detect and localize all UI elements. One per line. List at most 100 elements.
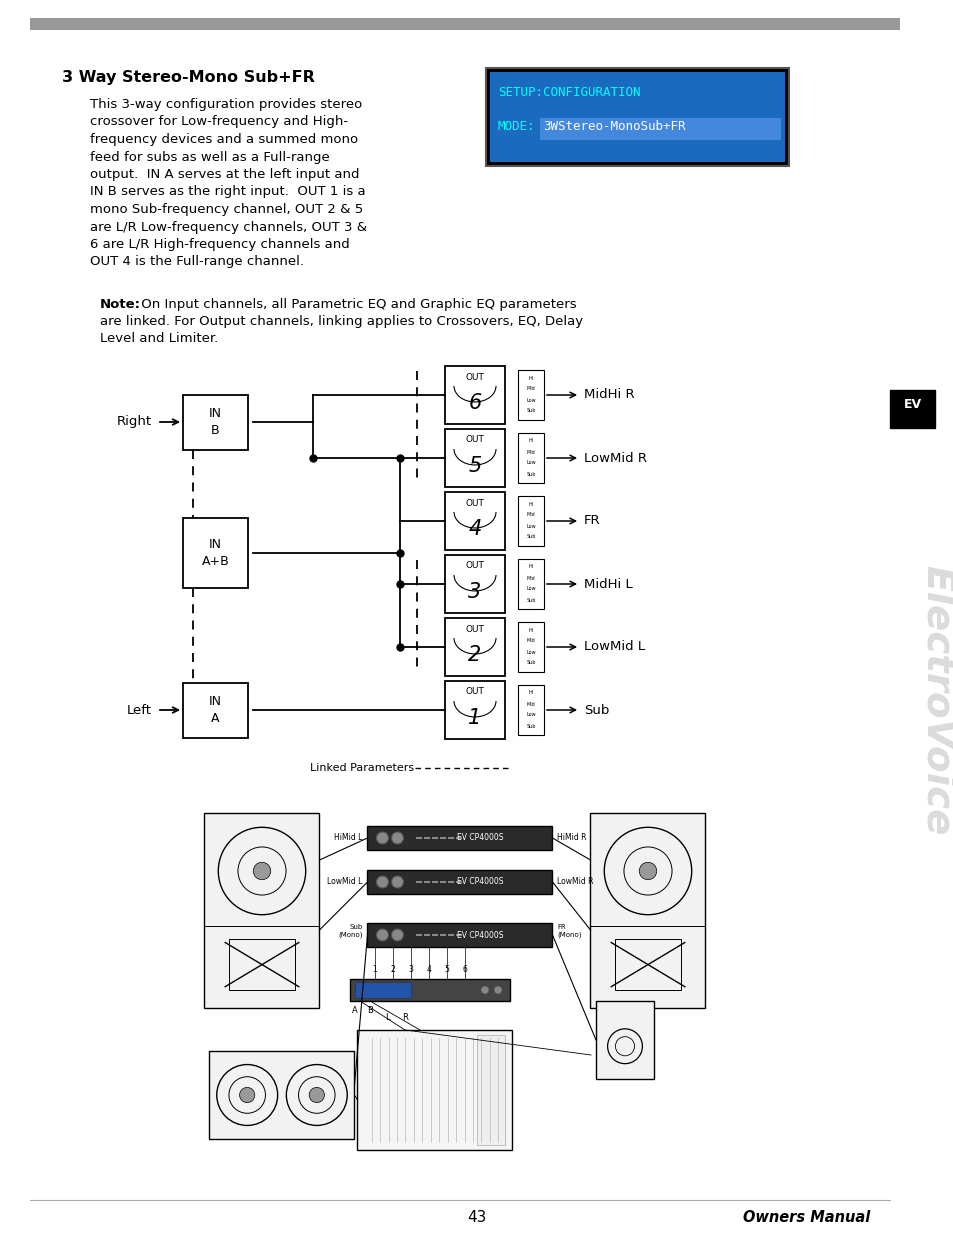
Bar [210,1051,355,1139]
Text: 5: 5 [468,456,481,475]
Circle shape [639,862,656,879]
Circle shape [391,832,403,844]
Text: MODE:: MODE: [497,120,535,133]
Text: Sub: Sub [583,704,609,716]
Bar [596,1002,654,1079]
Text: 6: 6 [468,393,481,412]
Text: 1: 1 [373,965,377,974]
Text: 4: 4 [426,965,431,974]
Bar [889,390,934,429]
Bar [477,1035,505,1145]
Text: This 3-way configuration provides stereo: This 3-way configuration provides stereo [90,98,362,111]
Circle shape [376,929,388,941]
Text: Hi: Hi [528,564,533,569]
Bar [444,618,504,676]
Bar [444,429,504,487]
Bar [355,982,411,998]
Text: On Input channels, all Parametric EQ and Graphic EQ parameters: On Input channels, all Parametric EQ and… [137,298,576,311]
Text: R: R [402,1013,408,1023]
Text: frequency devices and a summed mono: frequency devices and a summed mono [90,133,357,146]
Text: Owners Manual: Owners Manual [742,1210,869,1225]
Text: 6: 6 [462,965,467,974]
Bar [615,939,680,990]
Text: Mid: Mid [526,387,535,391]
Text: B: B [367,1007,373,1015]
Text: ElectroVoice: ElectroVoice [918,564,953,835]
Bar [444,492,504,550]
Text: Low: Low [526,650,536,655]
Bar [204,813,319,1008]
Circle shape [376,876,388,888]
Bar [517,559,543,609]
Circle shape [253,862,271,879]
Text: OUT: OUT [465,562,484,571]
Text: 43: 43 [467,1210,486,1225]
Text: Hi: Hi [528,690,533,695]
Bar [517,370,543,420]
Text: Mid: Mid [526,638,535,643]
Circle shape [376,832,388,844]
Text: mono Sub-frequency channel, OUT 2 & 5: mono Sub-frequency channel, OUT 2 & 5 [90,203,363,216]
Bar [517,496,543,546]
Text: Mid: Mid [526,701,535,706]
Text: EV CP4000S: EV CP4000S [456,930,503,940]
Circle shape [494,986,501,994]
Text: MidHi R: MidHi R [583,389,634,401]
Text: Low: Low [526,713,536,718]
Text: 4: 4 [468,519,481,538]
Text: 5: 5 [444,965,449,974]
Bar [30,19,899,30]
Text: A: A [352,1007,357,1015]
Text: EV: EV [902,398,921,410]
Text: Sub
(Mono): Sub (Mono) [337,924,362,937]
Circle shape [239,1087,254,1103]
Text: HiMid R: HiMid R [557,834,586,842]
Text: 3: 3 [468,582,481,601]
Bar [229,939,294,990]
Text: Note:: Note: [100,298,141,311]
Text: 1: 1 [468,708,481,727]
Bar [539,119,781,140]
Text: MidHi L: MidHi L [583,578,632,590]
Text: OUT: OUT [465,625,484,634]
Text: OUT: OUT [465,436,484,445]
Text: Sub: Sub [526,598,536,603]
Text: Low: Low [526,524,536,529]
Text: 3 Way Stereo-Mono Sub+FR: 3 Way Stereo-Mono Sub+FR [62,70,314,85]
Bar [517,685,543,735]
Bar [183,683,248,737]
Circle shape [391,929,403,941]
Bar [444,555,504,613]
Bar [367,869,552,894]
Bar [517,622,543,672]
Bar [444,680,504,739]
Bar [367,923,552,947]
Text: IN
B: IN B [209,408,222,437]
Text: OUT 4 is the Full-range channel.: OUT 4 is the Full-range channel. [90,256,304,268]
Bar [183,517,248,588]
Text: FR: FR [583,515,600,527]
Text: IN
A+B: IN A+B [201,538,229,568]
Text: crossover for Low-frequency and High-: crossover for Low-frequency and High- [90,116,348,128]
Bar [490,72,784,162]
Text: Right: Right [117,415,152,429]
Text: SETUP:CONFIGURATION: SETUP:CONFIGURATION [497,86,639,99]
Text: Low: Low [526,398,536,403]
Text: Hi: Hi [528,627,533,632]
Text: OUT: OUT [465,499,484,508]
Text: IN
A: IN A [209,695,222,725]
Text: LowMid R: LowMid R [583,452,646,464]
Text: Hi: Hi [528,438,533,443]
Text: 6 are L/R High-frequency channels and: 6 are L/R High-frequency channels and [90,238,350,251]
Text: HiMid L: HiMid L [334,834,362,842]
Bar [183,394,248,450]
Text: Mid: Mid [526,576,535,580]
Text: OUT: OUT [465,688,484,697]
Text: IN B serves as the right input.  OUT 1 is a: IN B serves as the right input. OUT 1 is… [90,185,365,199]
Circle shape [391,876,403,888]
Text: LowMid R: LowMid R [557,878,594,887]
Bar [350,979,510,1002]
Text: OUT: OUT [465,373,484,382]
Text: Low: Low [526,461,536,466]
Text: EV CP4000S: EV CP4000S [456,878,503,887]
